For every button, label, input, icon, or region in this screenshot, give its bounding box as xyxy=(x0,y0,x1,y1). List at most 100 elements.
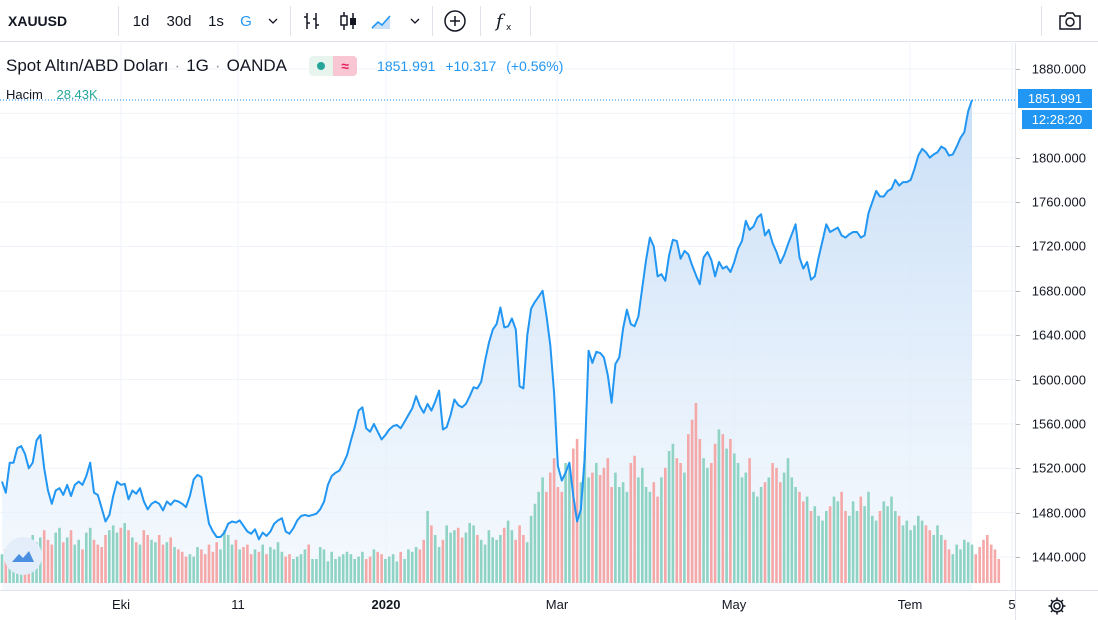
tradingview-logo[interactable] xyxy=(4,537,42,575)
volume-bar xyxy=(54,532,57,583)
legend-last-price: 1851.991 xyxy=(377,58,436,74)
volume-bar xyxy=(92,539,96,583)
volume-bar xyxy=(848,515,851,583)
volume-bar xyxy=(717,429,721,583)
price-tick-mark xyxy=(1016,335,1020,337)
volume-bar xyxy=(817,515,820,583)
volume-bar xyxy=(959,549,962,583)
interval-30d-button[interactable]: 30d xyxy=(166,12,192,30)
volume-bar xyxy=(299,554,303,583)
chevron-down-icon xyxy=(410,18,420,24)
volume-bar xyxy=(349,554,353,583)
volume-bar xyxy=(560,491,564,583)
volume-bar xyxy=(913,525,916,583)
price-chart xyxy=(0,43,1015,590)
volume-bar xyxy=(652,482,656,583)
time-scale[interactable]: Eki 11 2020 Mar May Tem 5 xyxy=(0,590,1016,620)
volume-bar xyxy=(878,511,882,583)
volume-bar xyxy=(318,547,322,583)
price-tick-mark xyxy=(1016,379,1020,381)
interval-1s-button[interactable]: 1s xyxy=(208,12,224,30)
volume-bar xyxy=(541,477,544,583)
volume-bar xyxy=(445,525,448,583)
volume-bar xyxy=(629,463,633,583)
price-tick-mark xyxy=(1016,468,1020,470)
interval-1d-button[interactable]: 1d xyxy=(132,12,150,30)
volume-bar xyxy=(775,467,778,583)
volume-bar xyxy=(986,535,989,583)
volume-bar xyxy=(326,561,330,583)
volume-bar xyxy=(311,559,314,583)
volume-bar xyxy=(790,477,794,583)
volume-bar xyxy=(88,527,92,583)
volume-bar xyxy=(974,554,978,583)
volume-bar xyxy=(215,542,218,583)
volume-bar xyxy=(625,491,629,583)
volume-bar xyxy=(322,549,326,583)
legend-change-pct: (+0.56%) xyxy=(506,58,564,74)
volume-bar xyxy=(410,551,414,583)
volume-bar xyxy=(441,539,445,583)
interval-g-button[interactable]: G xyxy=(240,12,252,30)
price-line xyxy=(1,99,973,541)
volume-bar xyxy=(387,556,391,583)
volume-bar xyxy=(748,458,751,583)
volume-bar xyxy=(246,544,249,583)
volume-bar xyxy=(882,501,886,583)
chart-style-dropdown-button[interactable] xyxy=(404,0,426,42)
volume-bar xyxy=(656,496,659,583)
interval-dropdown-button[interactable] xyxy=(262,0,284,42)
volume-bar xyxy=(664,467,667,583)
volume-bar xyxy=(119,527,123,583)
chart-settings-button[interactable] xyxy=(1015,590,1098,620)
price-scale[interactable]: 1880.000 1800.000 1760.000 1720.000 1680.000… xyxy=(1015,43,1098,590)
volume-bar xyxy=(679,463,682,583)
volume-bar xyxy=(4,549,8,583)
area-style-button[interactable] xyxy=(366,0,398,42)
volume-bar xyxy=(46,539,50,583)
legend-values: 1851.991 +10.317 (+0.56%) xyxy=(377,58,569,74)
volume-bar xyxy=(157,535,161,583)
volume-bar xyxy=(997,559,1001,583)
volume-bar xyxy=(234,539,238,583)
volume-bar xyxy=(188,554,192,583)
volume-bar xyxy=(595,463,598,583)
legend-badges: ≈ xyxy=(309,56,358,76)
time-tick-label: 5 xyxy=(1008,597,1016,612)
volume-bar xyxy=(138,544,142,583)
volume-bar xyxy=(641,467,644,583)
price-tick-label: 1560.000 xyxy=(1031,416,1086,432)
volume-bar xyxy=(372,549,376,583)
volume-bar xyxy=(207,544,211,583)
toolbar-divider xyxy=(118,6,119,36)
cloud-logo-icon xyxy=(12,551,34,562)
snapshot-button[interactable] xyxy=(1052,0,1088,42)
volume-bar xyxy=(476,535,479,583)
volume-bar xyxy=(272,549,276,583)
volume-bar xyxy=(211,551,215,583)
bar-chart-style-button[interactable] xyxy=(296,0,328,42)
chart-legend: Spot Altın/ABD Doları · 1G · OANDA ≈ 185… xyxy=(6,56,569,76)
volume-bar xyxy=(917,515,920,583)
visibility-toggle-button[interactable] xyxy=(309,56,334,76)
compare-symbol-button[interactable] xyxy=(438,0,472,42)
volume-bar xyxy=(989,544,993,583)
volume-bar xyxy=(261,544,264,583)
chart-pane[interactable] xyxy=(0,43,1015,590)
volume-bar xyxy=(403,559,406,583)
volume-bar xyxy=(928,530,932,583)
style-toggle-button[interactable]: ≈ xyxy=(333,56,358,76)
symbol-search-button[interactable]: XAUUSD xyxy=(8,13,68,29)
volume-legend: Hacim 28.43K xyxy=(6,87,98,102)
volume-bar xyxy=(940,535,943,583)
volume-bar xyxy=(522,535,525,583)
legend-title: Spot Altın/ABD Doları xyxy=(6,56,169,75)
volume-bar xyxy=(62,542,65,583)
volume-bar xyxy=(525,542,529,583)
volume-bar xyxy=(345,551,349,583)
volume-bar xyxy=(73,544,77,583)
candles-style-button[interactable] xyxy=(332,0,364,42)
